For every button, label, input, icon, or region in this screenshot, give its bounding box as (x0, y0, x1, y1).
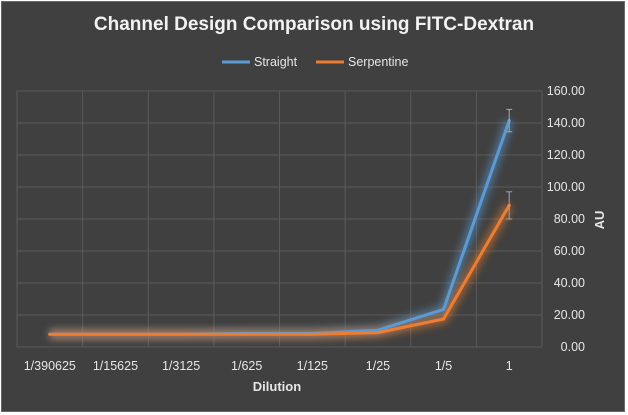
y-tick-label: 20.00 (554, 308, 585, 322)
legend-label-serpentine: Serpentine (348, 55, 409, 69)
series-lines (48, 119, 511, 336)
x-tick-label: 1/5 (435, 359, 452, 373)
y-axis-ticks: 0.00 20.00 40.00 60.00 80.00 100.00 120.00 140.… (547, 84, 585, 354)
y-tick-label: 160.00 (547, 84, 585, 98)
x-axis-title: Dilution (253, 379, 301, 394)
x-axis-ticks: 1/390625 1/15625 1/3125 1/625 1/125 1/25 1/5 1 (24, 359, 513, 373)
y-tick-label: 40.00 (554, 276, 585, 290)
error-bars (506, 108, 513, 220)
data-point-serpentine (376, 331, 380, 335)
legend-label-straight: Straight (254, 55, 298, 69)
y-tick-label: 80.00 (554, 212, 585, 226)
x-tick-label: 1/3125 (162, 359, 200, 373)
y-tick-label: 120.00 (547, 148, 585, 162)
data-point-serpentine (113, 332, 117, 336)
data-point-serpentine (310, 332, 314, 336)
chart-title: Channel Design Comparison using FITC-Dex… (94, 14, 534, 35)
data-point-straight (442, 307, 446, 311)
data-point-serpentine (442, 317, 446, 321)
x-tick-label: 1/25 (366, 359, 390, 373)
y-axis-title: AU (592, 211, 607, 230)
x-tick-label: 1 (506, 359, 513, 373)
data-point-serpentine (179, 332, 183, 336)
series-line-serpentine (48, 203, 511, 336)
data-point-serpentine (245, 332, 249, 336)
data-point-serpentine (48, 332, 52, 336)
y-tick-label: 0.00 (561, 340, 585, 354)
x-tick-label: 1/125 (297, 359, 328, 373)
x-tick-label: 1/390625 (24, 359, 76, 373)
y-tick-label: 100.00 (547, 180, 585, 194)
y-tick-label: 140.00 (547, 116, 585, 130)
legend: Straight Serpentine (222, 55, 409, 69)
y-tick-label: 60.00 (554, 244, 585, 258)
gridlines (16, 90, 543, 348)
x-tick-label: 1/625 (231, 359, 262, 373)
x-tick-label: 1/15625 (93, 359, 138, 373)
